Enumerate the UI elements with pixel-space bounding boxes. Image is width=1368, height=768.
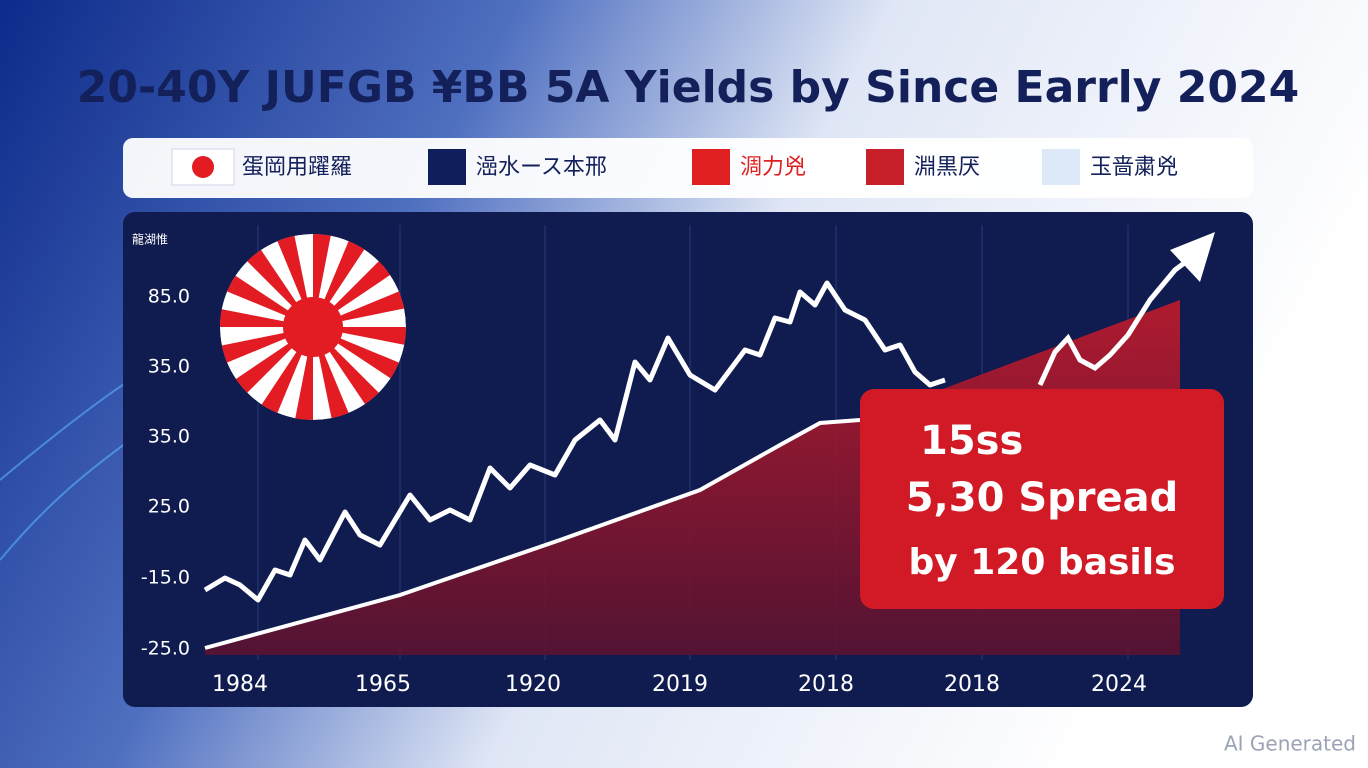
legend: 蛋岡用躍羅 澏水ース本邢 淍力兇 淵黒厌 玉啬粛兇	[171, 148, 1178, 186]
sun-ray	[259, 234, 313, 327]
legend-swatch	[428, 149, 466, 185]
sun-ray	[313, 327, 367, 420]
callout: 15ss 5,30 Spread by 120 basils	[906, 418, 1179, 583]
x-label: 2018	[798, 672, 854, 697]
legend-label: 淍力兇	[740, 155, 806, 180]
x-axis: 1984 1965 1920 2019 2018 2018 2024	[212, 672, 1147, 697]
sun-ray	[313, 327, 406, 354]
x-label: 2019	[652, 672, 708, 697]
yield-line-end	[1037, 253, 1197, 387]
x-label: 2018	[944, 672, 1000, 697]
x-label: 1920	[505, 672, 561, 697]
sun-ray	[313, 273, 406, 327]
watermark: AI Generated	[1224, 732, 1356, 756]
legend-label: 蛋岡用躍羅	[242, 155, 352, 180]
legend-label: 澏水ース本邢	[476, 155, 607, 180]
callout-text: by 120 basils	[908, 542, 1175, 583]
y-label: -15.0	[141, 567, 190, 589]
sun-ray	[313, 234, 391, 327]
legend-dot	[192, 156, 214, 178]
y-label: -25.0	[141, 638, 190, 660]
sun-ray	[220, 300, 313, 327]
y-axis: 85.0 35.0 35.0 25.0 -15.0 -25.0	[141, 286, 190, 660]
y-label: 35.0	[148, 426, 190, 448]
axis-caption: 龍湖惟	[132, 232, 168, 247]
y-label: 25.0	[148, 496, 190, 518]
sun-ray	[220, 249, 313, 327]
arrow-head	[1170, 232, 1215, 282]
decor-wave	[0, 379, 131, 561]
spread-line	[204, 418, 861, 650]
legend-box	[123, 138, 1253, 198]
sun-ray	[313, 234, 340, 327]
yield-line	[203, 280, 946, 603]
legend-label: 玉啬粛兇	[1090, 155, 1178, 180]
legend-swatch	[1042, 149, 1080, 185]
x-label: 2024	[1091, 672, 1147, 697]
sun-ray	[313, 327, 406, 405]
legend-swatch	[866, 149, 904, 185]
callout-box	[860, 389, 1224, 609]
callout-text: 15ss	[920, 418, 1023, 464]
x-label: 1965	[355, 672, 411, 697]
title: 20-40Y JUFGB ¥BB 5A Yields by Since Earr…	[77, 62, 1299, 113]
y-label: 35.0	[148, 356, 190, 378]
x-label: 1984	[212, 672, 268, 697]
sun-ray	[235, 327, 313, 420]
sun-ray	[286, 327, 313, 420]
sun-ray	[220, 327, 313, 381]
legend-swatch	[692, 149, 730, 185]
callout-text: 5,30 Spread	[906, 475, 1179, 521]
y-label: 85.0	[148, 286, 190, 308]
legend-label: 淵黒厌	[914, 155, 980, 180]
